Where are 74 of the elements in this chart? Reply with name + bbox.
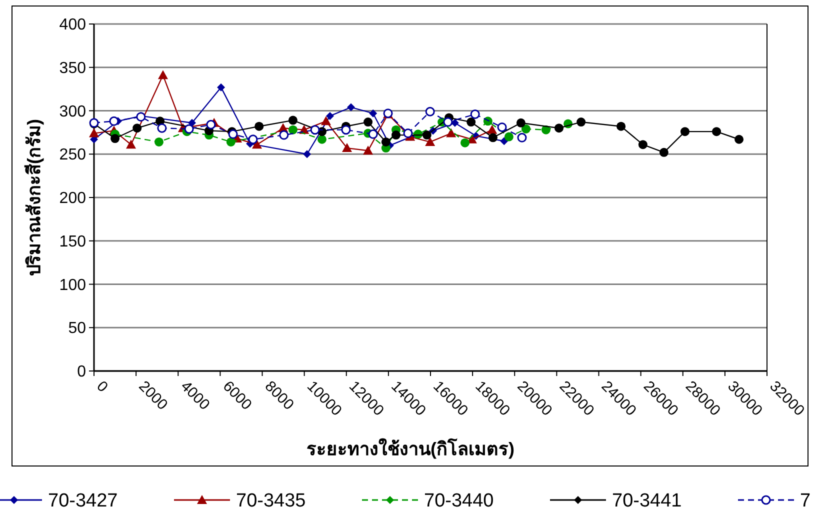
point (466, 118, 476, 127)
point (347, 103, 355, 112)
point (158, 70, 168, 80)
point (288, 125, 298, 134)
point (734, 134, 744, 144)
point (487, 124, 498, 134)
point (252, 140, 262, 149)
point (443, 117, 453, 127)
y-tick-label: 0 (77, 364, 86, 381)
point (446, 128, 456, 138)
point (184, 124, 194, 134)
y-tick-label: 200 (59, 190, 86, 208)
point (206, 120, 216, 130)
x-axis-title: ระยะทางใช้งาน(กิโลเมตร) (306, 438, 514, 459)
y-tick-label: 350 (59, 60, 86, 77)
legend-label: 70-3435 (236, 490, 306, 512)
point (521, 124, 530, 134)
point (317, 134, 326, 144)
point (497, 122, 507, 132)
point (403, 128, 413, 138)
point (89, 128, 99, 138)
point (712, 127, 722, 136)
point (226, 137, 236, 146)
point (517, 132, 527, 142)
point (320, 116, 331, 126)
point (288, 116, 298, 125)
point (638, 140, 648, 150)
y-tick-label: 100 (59, 276, 86, 294)
point (342, 143, 352, 152)
point (126, 140, 136, 149)
y-tick-label: 250 (59, 146, 86, 164)
legend-label: 70-3440 (424, 490, 494, 512)
point (516, 118, 526, 128)
point (228, 129, 238, 139)
legend-label: 70-3427 (48, 490, 118, 512)
point (157, 123, 167, 133)
y-tick-label: 300 (59, 103, 86, 120)
point (576, 118, 586, 127)
point (504, 132, 514, 142)
legend-label: 70-3441 (612, 490, 682, 512)
point (616, 122, 626, 131)
point (279, 130, 289, 140)
point (470, 109, 480, 119)
point (422, 130, 432, 140)
point (110, 134, 120, 144)
point (425, 106, 435, 116)
point (364, 118, 373, 127)
y-axis-title: ปริมาณสังกะสี(กรัม) (24, 119, 44, 276)
point (132, 124, 142, 133)
y-tick-label: 50 (68, 320, 86, 338)
point (326, 112, 334, 120)
point (109, 116, 119, 126)
point (154, 137, 164, 146)
point (554, 124, 564, 133)
point (425, 136, 436, 146)
point (217, 83, 226, 92)
point (460, 138, 470, 148)
x-tick-label: 0 (93, 378, 112, 396)
point (363, 146, 374, 155)
y-tick-label: 150 (59, 233, 86, 250)
point (248, 134, 258, 144)
legend-label: 7 (800, 490, 811, 512)
point (369, 109, 378, 118)
point (659, 148, 668, 157)
point (381, 137, 390, 146)
point (310, 125, 320, 135)
point (680, 127, 690, 136)
point (341, 125, 351, 135)
point (392, 130, 401, 140)
point (254, 122, 264, 131)
point (488, 133, 498, 142)
point (303, 150, 312, 158)
y-tick-label: 400 (59, 16, 86, 34)
point (368, 129, 378, 139)
